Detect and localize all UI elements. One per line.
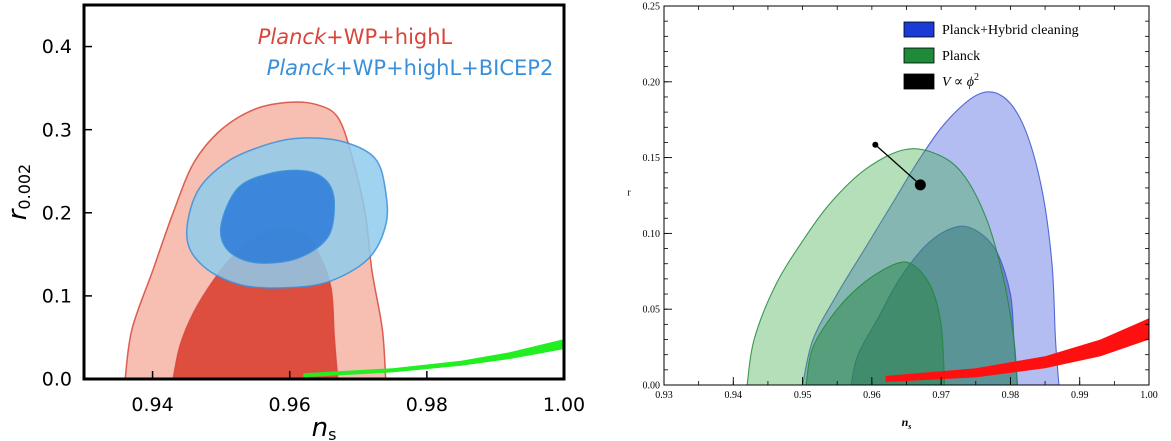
x-tick-label: 0.94	[131, 394, 173, 416]
y-tick-label: 0.10	[643, 229, 661, 240]
x-tick-label: 0.94	[725, 390, 743, 401]
y-tick-label: 0.0	[42, 369, 72, 391]
left-x-axis-label: ns	[312, 413, 337, 441]
right-x-axis-label: ns	[902, 415, 912, 431]
phi2-prediction-band	[303, 339, 564, 378]
x-tick-label: 0.95	[794, 390, 812, 401]
legend-swatch-2	[903, 73, 935, 90]
right-chart: 0.93 0.94 0.95 0.96 0.97 0.98 0.99 1.00 0.00 0.05…	[627, 2, 1158, 432]
x-tick-label: 1.00	[1140, 390, 1158, 401]
legend-swatch-0	[903, 21, 935, 38]
y-tick-label: 0.00	[643, 381, 661, 392]
legend-label-0: Planck+Hybrid cleaning	[942, 23, 1079, 38]
y-tick-label: 0.4	[42, 36, 72, 58]
phi2-point-n60	[914, 179, 926, 191]
y-tick-label: 0.15	[643, 153, 661, 164]
series-1-outer-contour	[746, 148, 1018, 385]
y-tick-label: 0.05	[643, 305, 661, 316]
legend-entry-1: Planck+WP+highL+BICEP2	[267, 56, 554, 80]
x-tick-label: 0.93	[655, 390, 673, 401]
phi2-point-n50	[872, 141, 879, 148]
y-tick-label: 0.3	[42, 119, 72, 141]
left-chart: 0.94 0.96 0.98 1.00 0.0 0.1 0.2 0.3 0.4 Planck+W…	[3, 3, 585, 441]
x-tick-label: 0.98	[1002, 390, 1020, 401]
legend-swatch-1	[903, 47, 935, 64]
x-tick-label: 0.96	[863, 390, 881, 401]
x-tick-label: 0.98	[406, 394, 448, 416]
left-y-axis-label: r0.002	[3, 164, 34, 221]
phi2-segment-line	[874, 144, 921, 186]
legend-entry-0: Planck+WP+highL	[258, 25, 453, 49]
left-chart-panel: 0.94 0.96 0.98 1.00 0.0 0.1 0.2 0.3 0.4 Planck+W…	[0, 0, 585, 441]
series-1-inner-contour	[219, 169, 336, 264]
x-tick-label: 1.00	[543, 394, 585, 416]
legend-label-2: V ∝ ϕ2	[942, 72, 979, 90]
phi2-prediction-band	[885, 318, 1149, 382]
y-tick-label: 0.2	[42, 202, 72, 224]
series-1-inner-contour	[805, 261, 946, 385]
y-tick-label: 0.25	[643, 2, 661, 13]
x-tick-label: 0.97	[932, 390, 950, 401]
right-y-axis-label: r	[627, 188, 631, 199]
x-tick-label: 0.99	[1071, 390, 1089, 401]
y-tick-label: 0.1	[42, 286, 72, 308]
series-0-inner-contour	[850, 225, 1018, 385]
left-plot-frame	[82, 3, 566, 381]
right-chart-panel: 0.93 0.94 0.95 0.96 0.97 0.98 0.99 1.00 0.00 0.05…	[585, 0, 1171, 441]
y-tick-label: 0.20	[643, 77, 661, 88]
x-tick-label: 0.96	[269, 394, 311, 416]
legend-label-1: Planck	[942, 49, 980, 64]
